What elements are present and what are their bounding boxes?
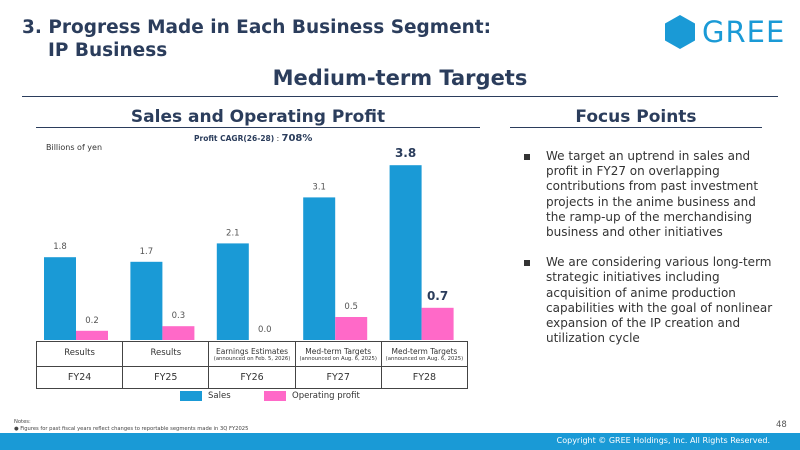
slide-title-line2: IP Business bbox=[48, 40, 168, 61]
category-note: (announced on Aug. 6, 2025) bbox=[299, 356, 377, 362]
focus-points-list: We target an uptrend in sales and profit… bbox=[524, 149, 774, 361]
bar-operating-profit bbox=[76, 330, 108, 340]
category-label: FY26 bbox=[209, 367, 296, 389]
data-label-operating-profit: 0.0 bbox=[258, 325, 272, 335]
focus-point-item: We target an uptrend in sales and profit… bbox=[524, 149, 774, 240]
category-table: Results Results Earnings Estimates (announc… bbox=[36, 341, 468, 389]
data-label-operating-profit: 0.3 bbox=[172, 311, 186, 321]
footer-bar: Copyright © GREE Holdings, Inc. All Righ… bbox=[0, 433, 800, 450]
section-title-focus: Focus Points bbox=[575, 107, 697, 127]
logo-text: GREE bbox=[702, 15, 786, 49]
page-number: 48 bbox=[776, 420, 787, 430]
focus-point-item: We are considering various long-term str… bbox=[524, 255, 774, 346]
section-divider-left bbox=[36, 127, 480, 128]
category-sublabel-row: Results Results Earnings Estimates (announc… bbox=[37, 342, 467, 367]
data-label-sales: 2.1 bbox=[226, 228, 240, 238]
copyright-text: Copyright © GREE Holdings, Inc. All Righ… bbox=[556, 436, 770, 445]
category-label: FY25 bbox=[123, 367, 210, 389]
title-divider bbox=[22, 96, 778, 97]
gree-logo: GREE bbox=[662, 14, 785, 50]
bar-operating-profit bbox=[421, 307, 454, 340]
section-title-sales: Sales and Operating Profit bbox=[130, 107, 386, 127]
legend-item-sales: Sales bbox=[180, 391, 231, 401]
hexagon-icon bbox=[665, 15, 695, 49]
bar-sales bbox=[44, 257, 76, 340]
page-subtitle: Medium-term Targets bbox=[272, 66, 528, 90]
category-note: (announced on Feb. 5, 2026) bbox=[213, 356, 291, 362]
category-note: (announced on Aug. 6, 2025) bbox=[385, 356, 464, 362]
data-label-sales: 3.8 bbox=[395, 146, 416, 160]
bar-operating-profit bbox=[335, 317, 368, 340]
category-sublabel: Med-term Targets (announced on Aug. 6, 20… bbox=[296, 342, 382, 366]
bar-sales bbox=[130, 261, 163, 340]
data-label-sales: 1.8 bbox=[53, 242, 67, 252]
data-label-sales: 3.1 bbox=[312, 182, 326, 192]
category-sublabel: Earnings Estimates (announced on Feb. 5, … bbox=[209, 342, 296, 366]
category-sublabel: Results bbox=[123, 342, 210, 366]
bar-sales bbox=[389, 165, 422, 340]
cagr-value: 708% bbox=[281, 133, 313, 144]
focus-point-text: We are considering various long-term str… bbox=[546, 255, 773, 346]
category-sublabel: Med-term Targets (announced on Aug. 6, 20… bbox=[382, 342, 467, 366]
category-label: FY28 bbox=[412, 372, 437, 383]
category-label: FY24 bbox=[37, 367, 124, 389]
notes-item: ● Figures for past fiscal years reflect … bbox=[14, 425, 249, 432]
data-label-sales: 1.7 bbox=[140, 247, 154, 257]
legend-swatch-operating-profit bbox=[264, 391, 286, 401]
chart-title: Profit CAGR(26-28) : 708% bbox=[194, 133, 313, 144]
bar-operating-profit bbox=[162, 326, 195, 340]
section-divider-right bbox=[510, 127, 762, 128]
slide-title-line1: 3. Progress Made in Each Business Segmen… bbox=[22, 17, 492, 38]
bar-sales bbox=[216, 243, 249, 340]
legend-item-operating-profit: Operating profit bbox=[264, 391, 360, 401]
notes: Notes: ● Figures for past fiscal years r… bbox=[14, 419, 248, 432]
y-axis-unit: Billions of yen bbox=[46, 143, 103, 152]
category-label: FY27 bbox=[296, 367, 382, 389]
category-label-row: FY24 FY25 FY26 FY27 FY28 bbox=[37, 367, 467, 389]
cagr-label: Profit CAGR(26-28) bbox=[194, 134, 275, 143]
legend-label-sales: Sales bbox=[208, 391, 231, 401]
square-bullet-icon bbox=[524, 154, 530, 160]
bar-sales bbox=[303, 197, 336, 340]
slide-title: 3. Progress Made in Each Business Segmen… bbox=[22, 16, 491, 62]
data-label-operating-profit: 0.2 bbox=[85, 316, 99, 326]
focus-point-text: We target an uptrend in sales and profit… bbox=[546, 149, 759, 240]
legend-label-operating-profit: Operating profit bbox=[292, 391, 360, 401]
square-bullet-icon bbox=[524, 260, 530, 267]
notes-title: Notes: bbox=[14, 419, 31, 425]
legend-swatch-sales bbox=[180, 391, 202, 401]
data-label-operating-profit: 0.7 bbox=[427, 289, 448, 303]
category-sublabel: Results bbox=[37, 342, 124, 366]
data-label-operating-profit: 0.5 bbox=[344, 302, 358, 312]
